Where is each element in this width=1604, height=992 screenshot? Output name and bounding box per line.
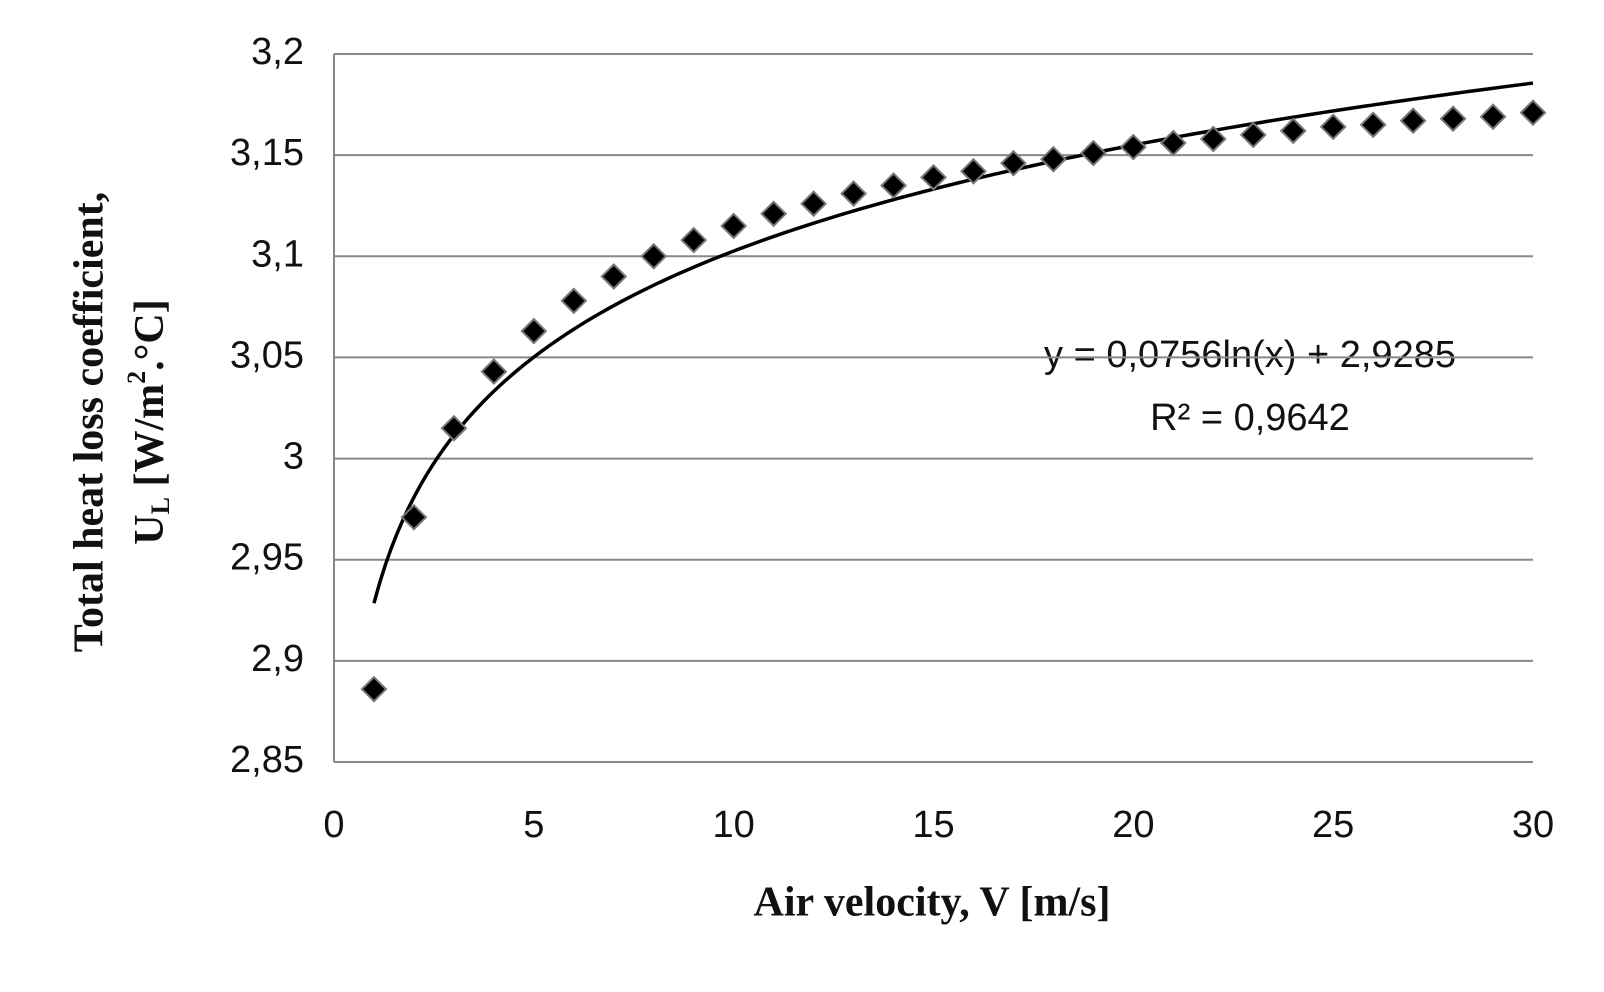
y-tick-label: 3,1: [251, 233, 304, 275]
data-point: [1279, 117, 1307, 145]
data-point: [920, 163, 947, 191]
data-point: [720, 212, 748, 240]
data-point: [680, 226, 708, 254]
data-point: [480, 358, 508, 386]
x-tick-label: 5: [523, 804, 544, 846]
y-tick-label: 3: [283, 436, 304, 478]
y-axis-title: Total heat loss coefficient, UL [W/m2.°C…: [67, 192, 175, 652]
data-point: [1000, 149, 1027, 177]
data-point: [360, 675, 388, 703]
data-point: [960, 157, 987, 185]
data-point: [760, 200, 788, 228]
trendline: [372, 81, 1534, 604]
data-point: [1119, 133, 1147, 161]
y-tick-label: 2,9: [251, 638, 304, 680]
y-title-part: [W/m: [127, 384, 173, 497]
y-title-sub: L: [146, 497, 175, 514]
x-tick-label: 30: [1512, 804, 1554, 846]
data-point: [1199, 125, 1227, 153]
trendline-equation: y = 0,0756ln(x) + 2,9285: [1044, 334, 1456, 376]
trendline-r2: R² = 0,9642: [1150, 397, 1350, 439]
data-point: [600, 263, 628, 290]
y-title-part: .°C]: [127, 299, 173, 371]
data-point: [400, 503, 428, 531]
data-point: [1519, 99, 1547, 127]
data-point: [520, 317, 548, 345]
data-point: [640, 242, 668, 270]
y-tick-label: 2,95: [230, 537, 304, 579]
data-point: [1239, 121, 1267, 149]
data-point: [1359, 111, 1387, 139]
y-tick-label: 2,85: [230, 739, 304, 781]
data-point: [1319, 113, 1347, 141]
y-axis-title-line: UL [W/m2.°C]: [122, 299, 175, 544]
x-tick-label: 10: [713, 804, 755, 846]
data-point: [1079, 139, 1107, 167]
x-tick-label: 0: [323, 804, 344, 846]
data-point: [560, 287, 588, 315]
x-tick-label: 20: [1112, 804, 1154, 846]
data-point: [880, 172, 907, 199]
data-point: [1399, 107, 1427, 135]
y-title-sup: 2: [122, 371, 151, 384]
data-point: [1439, 105, 1467, 133]
data-point: [440, 414, 468, 442]
x-tick-label: 15: [912, 804, 954, 846]
x-tick-label: 25: [1312, 804, 1354, 846]
y-tick-label: 3,15: [230, 132, 304, 174]
data-point: [1479, 103, 1507, 131]
y-axis-title-line: Total heat loss coefficient,: [67, 192, 113, 652]
data-point: [1159, 129, 1187, 157]
data-point: [840, 180, 867, 207]
y-tick-label: 3,05: [230, 334, 304, 376]
data-point: [800, 190, 828, 218]
y-tick-label: 3,2: [251, 31, 304, 73]
y-title-part: U: [127, 514, 173, 544]
data-point: [1039, 145, 1067, 173]
x-axis-title: Air velocity, V [m/s]: [754, 880, 1111, 926]
